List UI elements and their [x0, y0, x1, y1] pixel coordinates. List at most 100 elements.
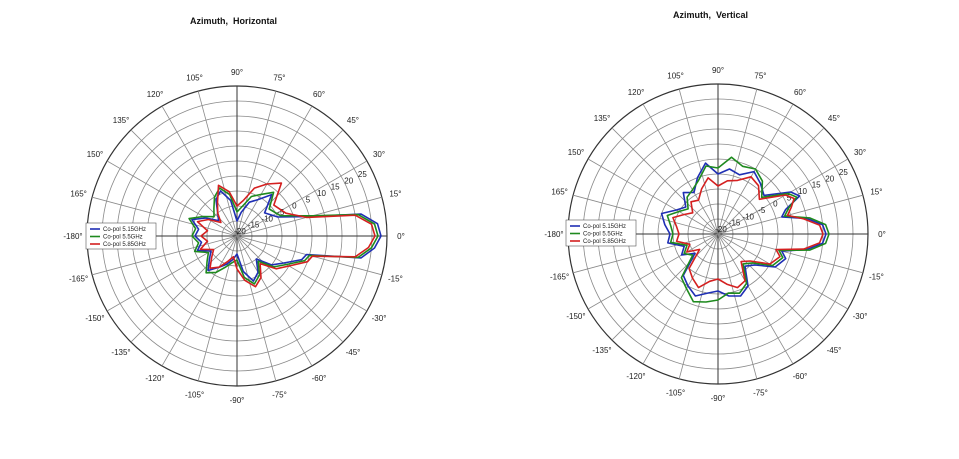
- angle-tick-label: -30°: [372, 314, 387, 323]
- grid-spoke: [236, 235, 313, 367]
- angle-tick-label: -45°: [346, 348, 361, 357]
- radial-tick-label: -10: [742, 212, 754, 221]
- angle-tick-label: -135°: [592, 346, 611, 355]
- radial-tick-label: -5: [758, 206, 766, 215]
- grid-spoke: [717, 158, 849, 235]
- angle-tick-label: 45°: [347, 116, 359, 125]
- grid-spoke: [236, 105, 313, 237]
- angle-tick-label: -120°: [626, 372, 645, 381]
- series-trace-2: [188, 187, 379, 285]
- angle-tick-label: 120°: [628, 88, 645, 97]
- grid-spoke: [717, 233, 794, 365]
- angle-tick-label: -15°: [388, 274, 403, 283]
- radial-tick-label: 25: [839, 168, 848, 177]
- angle-tick-label: 105°: [667, 72, 684, 81]
- grid-spoke: [611, 233, 719, 341]
- polar-chart-1: 0° 15° 30° 45° 60° 75° 90° 105° 120° 135° 150° 165°…: [544, 66, 885, 403]
- angle-tick-label: -75°: [272, 390, 287, 399]
- radial-tick-label: -20: [234, 227, 246, 236]
- radial-tick-label: 15: [812, 181, 821, 190]
- grid-spoke: [717, 233, 863, 274]
- grid-spoke: [130, 129, 238, 237]
- radial-tick-label: -20: [715, 225, 727, 234]
- angle-tick-label: -30°: [853, 312, 868, 321]
- angle-tick-label: -135°: [111, 348, 130, 357]
- radial-tick-label: -15: [248, 221, 260, 230]
- legend-entry: Co-pol 5.85GHz: [583, 239, 626, 245]
- grid-spoke: [236, 235, 344, 343]
- grid-spoke: [236, 160, 368, 237]
- grid-spoke: [236, 235, 277, 381]
- angle-tick-label: 75°: [754, 72, 766, 81]
- angle-tick-label: 30°: [373, 150, 385, 159]
- angle-tick-label: -105°: [666, 388, 685, 397]
- angle-tick-label: -90°: [230, 396, 245, 405]
- radial-tick-label: 5: [787, 193, 792, 202]
- grid-spoke: [161, 235, 238, 367]
- grid-spoke: [236, 129, 344, 237]
- angle-tick-label: 45°: [828, 114, 840, 123]
- grid-spoke: [106, 160, 238, 237]
- grid-spoke: [92, 196, 238, 237]
- radial-tick-label: 0: [292, 202, 297, 211]
- angle-tick-label: 165°: [551, 188, 568, 197]
- grid-spoke: [161, 105, 238, 237]
- polar-chart-0: 0° 15° 30° 45° 60° 75° 90° 105° 120° 135° 150° 165°…: [63, 68, 404, 405]
- angle-tick-label: -150°: [566, 312, 585, 321]
- legend-entry: Co-pol 5.15GHz: [103, 227, 146, 233]
- radial-tick-label: 10: [798, 187, 807, 196]
- radial-tick-label: 20: [344, 176, 353, 185]
- grid-spoke: [573, 233, 719, 274]
- angle-tick-label: -90°: [711, 394, 726, 403]
- angle-tick-label: -105°: [185, 390, 204, 399]
- angle-tick-label: 15°: [389, 190, 401, 199]
- legend-entry: Co-pol 5.15GHz: [583, 224, 626, 230]
- angle-tick-label: 105°: [186, 74, 203, 83]
- grid-spoke: [717, 233, 758, 379]
- angle-tick-label: -180°: [544, 230, 563, 239]
- grid-spoke: [678, 89, 719, 235]
- grid-spoke: [236, 91, 277, 237]
- angle-tick-label: 135°: [594, 114, 611, 123]
- grid-spoke: [587, 233, 719, 310]
- radial-tick-label: 10: [317, 189, 326, 198]
- angle-tick-label: 120°: [147, 90, 164, 99]
- grid-spoke: [106, 235, 238, 312]
- angle-tick-label: 15°: [870, 188, 882, 197]
- angle-tick-label: -165°: [550, 272, 569, 281]
- series-trace-3: [672, 176, 824, 289]
- grid-spoke: [236, 235, 368, 312]
- angle-tick-label: -45°: [827, 346, 842, 355]
- angle-tick-label: 165°: [70, 190, 87, 199]
- angle-tick-label: 150°: [568, 148, 585, 157]
- grid-spoke: [197, 91, 238, 237]
- grid-spoke: [587, 158, 719, 235]
- grid-spoke: [717, 194, 863, 235]
- radial-tick-label: 15: [331, 183, 340, 192]
- series-trace-2: [666, 156, 830, 303]
- angle-tick-label: 0°: [397, 232, 405, 241]
- radial-tick-label: 20: [825, 174, 834, 183]
- grid-spoke: [678, 233, 719, 379]
- angle-tick-label: -15°: [869, 272, 884, 281]
- grid-spoke: [717, 127, 825, 235]
- angle-tick-label: 90°: [231, 68, 243, 77]
- angle-tick-label: 60°: [794, 88, 806, 97]
- chart-title-horizontal: Azimuth, Horizontal: [190, 16, 277, 26]
- chart-title-vertical: Azimuth, Vertical: [673, 10, 749, 20]
- angle-tick-label: 150°: [87, 150, 104, 159]
- grid-spoke: [717, 233, 825, 341]
- angle-tick-label: -165°: [69, 274, 88, 283]
- legend-entry: Co-pol 5.5GHz: [583, 232, 623, 238]
- angle-tick-label: -150°: [85, 314, 104, 323]
- radial-tick-label: -5: [277, 208, 285, 217]
- series-trace-1: [660, 162, 827, 297]
- angle-tick-label: -75°: [753, 388, 768, 397]
- angle-tick-label: 90°: [712, 66, 724, 75]
- grid-spoke: [611, 127, 719, 235]
- angle-tick-label: -180°: [63, 232, 82, 241]
- legend-entry: Co-pol 5.85GHz: [103, 242, 146, 248]
- series-trace-1: [191, 190, 382, 282]
